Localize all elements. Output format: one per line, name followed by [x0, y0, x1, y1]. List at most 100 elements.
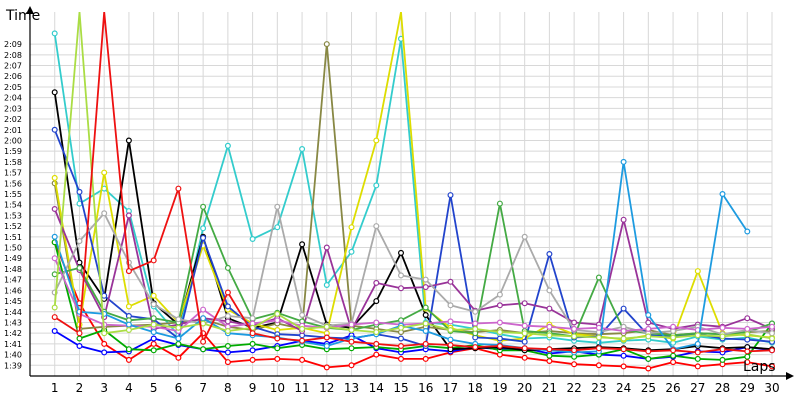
x-tick-label: 22	[566, 381, 581, 395]
y-tick-label: 1:45	[4, 297, 22, 306]
data-point	[348, 248, 355, 255]
data-point	[348, 224, 355, 231]
data-point	[620, 158, 627, 165]
data-point	[645, 312, 652, 319]
data-point	[125, 321, 132, 328]
x-tick-label: 16	[418, 381, 433, 395]
data-point	[571, 347, 578, 354]
data-point	[150, 347, 157, 354]
data-point	[348, 345, 355, 352]
data-point	[447, 302, 454, 309]
data-point	[521, 330, 528, 337]
data-point	[620, 335, 627, 342]
data-point	[175, 185, 182, 192]
data-point	[768, 347, 775, 354]
data-point	[348, 321, 355, 328]
data-point	[51, 174, 58, 181]
data-point	[768, 323, 775, 330]
data-point	[101, 210, 108, 217]
series-line	[53, 12, 773, 340]
x-tick-label: 23	[591, 381, 606, 395]
data-point	[422, 340, 429, 347]
data-point	[200, 338, 207, 345]
data-point	[398, 343, 405, 350]
data-point	[744, 336, 751, 343]
data-point	[76, 264, 83, 271]
data-point	[620, 328, 627, 335]
data-point	[546, 358, 553, 365]
data-point	[670, 352, 677, 359]
series-11	[51, 203, 775, 338]
data-point	[373, 340, 380, 347]
data-point	[645, 355, 652, 362]
x-tick-label: 8	[224, 381, 232, 395]
data-point	[571, 333, 578, 340]
data-point	[744, 325, 751, 332]
data-point	[150, 315, 157, 322]
y-tick-label: 1:42	[4, 329, 22, 338]
data-point	[472, 320, 479, 327]
data-point	[744, 315, 751, 322]
data-point	[694, 355, 701, 362]
data-point	[645, 348, 652, 355]
series-line	[53, 241, 773, 361]
data-point	[101, 330, 108, 337]
data-point	[398, 249, 405, 256]
data-point	[373, 279, 380, 286]
data-point	[422, 304, 429, 311]
data-point	[744, 348, 751, 355]
data-point	[299, 337, 306, 344]
data-point	[51, 328, 58, 335]
data-point	[125, 303, 132, 310]
grid	[30, 12, 773, 376]
data-point	[76, 330, 83, 337]
data-point	[76, 238, 83, 245]
data-point	[398, 324, 405, 331]
data-point	[447, 318, 454, 325]
data-point	[472, 308, 479, 315]
data-point	[719, 356, 726, 363]
x-tick-label: 5	[150, 381, 158, 395]
data-point	[76, 188, 83, 195]
x-tick-label: 3	[100, 381, 108, 395]
x-tick-label: 14	[369, 381, 384, 395]
y-tick-label: 1:50	[4, 244, 22, 253]
data-point	[224, 349, 231, 356]
data-point	[447, 278, 454, 285]
data-point	[249, 347, 256, 354]
data-point	[348, 338, 355, 345]
data-point	[51, 304, 58, 311]
data-point	[51, 206, 58, 213]
data-point	[224, 343, 231, 350]
data-point	[175, 340, 182, 347]
data-point	[620, 216, 627, 223]
data-point	[150, 340, 157, 347]
x-tick-label: 20	[517, 381, 532, 395]
data-point	[299, 241, 306, 248]
data-point	[373, 137, 380, 144]
data-point	[175, 316, 182, 323]
data-point	[51, 255, 58, 262]
data-point	[521, 338, 528, 345]
data-point	[694, 349, 701, 356]
data-point	[694, 340, 701, 347]
x-tick-label: 24	[616, 381, 631, 395]
x-axis-arrow	[786, 372, 794, 380]
data-point	[150, 292, 157, 299]
data-point	[521, 233, 528, 240]
x-tick-label: 11	[294, 381, 309, 395]
data-point	[274, 345, 281, 352]
data-point	[546, 332, 553, 339]
data-point	[719, 324, 726, 331]
data-point	[125, 268, 132, 275]
data-point	[249, 330, 256, 337]
series-12	[51, 255, 775, 335]
data-point	[447, 327, 454, 334]
y-tick-label: 1:51	[4, 233, 22, 242]
data-point	[323, 364, 330, 371]
y-tick-label: 2:06	[4, 72, 22, 81]
data-point	[398, 285, 405, 292]
y-tick-label: 1:58	[4, 158, 22, 167]
data-point	[200, 306, 207, 313]
y-tick-label: 2:07	[4, 62, 22, 71]
